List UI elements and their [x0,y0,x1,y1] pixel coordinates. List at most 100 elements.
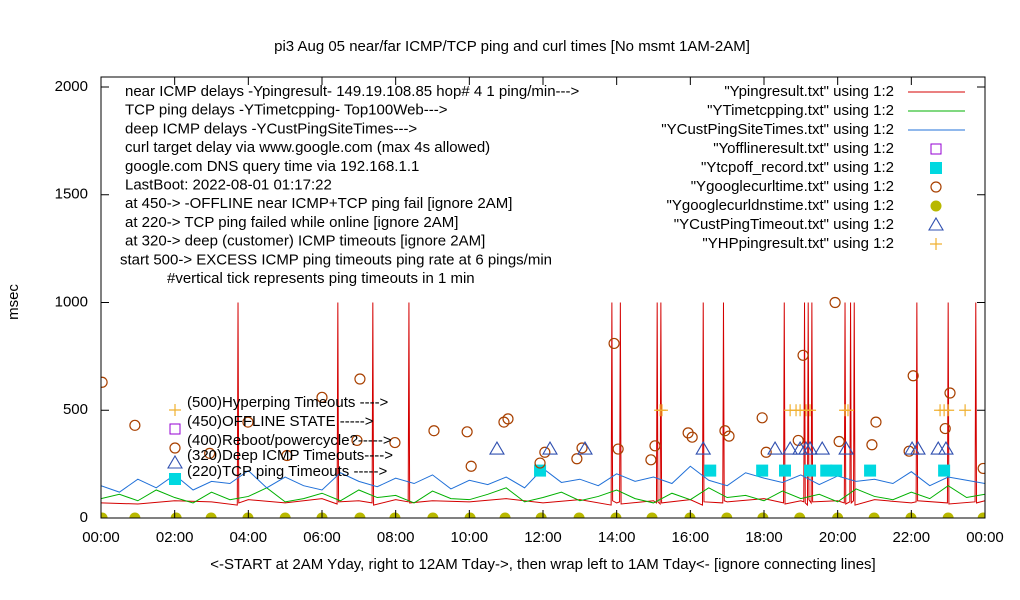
filled-circle-marker [794,512,806,518]
filled-square-marker [804,464,817,477]
circle-marker [351,434,363,447]
x-tick-label: 18:00 [745,529,783,546]
circle-marker [866,439,878,451]
y-tick-label: 0 [80,509,88,526]
circle-marker [645,454,657,466]
filled-circle-marker [977,512,985,518]
square-marker [169,423,181,435]
point-label: (450)OFFLINE STATE -----> [187,413,374,430]
filled-square-marker [778,464,791,477]
x-tick-label: 00:00 [82,529,120,546]
annotation: start 500-> EXCESS ICMP ping timeouts pi… [120,251,552,268]
plus-marker [930,238,942,250]
filled-square-marker [864,464,877,477]
legend-label: "Ygooglecurldnstime.txt" using 1:2 [667,197,894,214]
filled-circle-marker [279,512,291,518]
annotation: deep ICMP delays -YCustPingSiteTimes---> [125,120,417,137]
filled-circle-marker [464,512,476,518]
legend-label: "YCustPingTimeout.txt" using 1:2 [674,216,894,233]
annotation: google.com DNS query time via 192.168.1.… [125,158,419,175]
circle-marker [539,446,551,458]
filled-circle-marker [942,512,954,518]
x-tick-label: 10:00 [451,529,489,546]
circle-marker [833,435,845,448]
plus-marker [841,404,854,417]
circle-marker [354,373,366,385]
plus-marker [655,404,668,417]
circle-marker [797,349,809,361]
plus-marker [959,404,972,417]
circle-marker [129,419,141,431]
point-label: (220)TCP ping Timeouts -----> [187,463,387,480]
y-axis-label: msec [5,284,22,320]
circle-marker [939,422,951,435]
filled-square-marker [169,473,181,485]
triangle-marker [910,440,926,455]
y-tick-label: 2000 [55,78,88,95]
x-tick-label: 02:00 [156,529,194,546]
circle-marker [101,376,108,388]
x-tick-label: 08:00 [377,529,415,546]
circle-marker [534,457,546,469]
plus-marker [804,404,817,417]
filled-circle-marker [573,512,585,518]
triangle-marker [782,440,799,455]
y-tick-label: 1500 [55,186,88,203]
filled-circle-marker [499,512,511,518]
triangle-marker [814,440,831,455]
filled-circle-marker [354,512,366,518]
circle-marker [756,412,768,424]
filled-circle-marker [205,512,217,518]
triangle-marker [937,440,954,455]
circle-marker [723,430,735,442]
legend-label: "Yofflineresult.txt" using 1:2 [713,140,894,157]
point-label: (400)Reboot/powercycle?-----> [187,432,392,449]
x-tick-label: 04:00 [230,529,268,546]
filled-circle-marker [427,512,439,518]
triangle-marker [695,440,712,455]
annotation: near ICMP delays -Ypingresult- 149.19.10… [125,83,580,100]
filled-circle-marker [610,512,622,518]
filled-square-marker [820,464,833,477]
legend-label: "YTimetcpping.txt" using 1:2 [707,102,894,119]
circle-marker [907,370,919,382]
filled-square-marker [756,464,769,477]
circle-marker [760,446,772,458]
filled-circle-marker [101,512,108,518]
triangle-marker [802,440,818,455]
filled-circle-marker [868,512,880,518]
y-tick-label: 500 [63,401,88,418]
circle-marker [316,391,328,403]
x-tick-label: 12:00 [524,529,562,546]
legend-label: "Ygooglecurltime.txt" using 1:2 [691,178,894,195]
series-line [101,485,985,504]
triangle-marker [930,440,947,455]
circle-marker [465,460,477,472]
circle-marker [169,442,181,454]
filled-circle-marker [757,512,769,518]
circle-marker [608,337,620,350]
circle-marker [428,425,440,437]
circle-marker [281,449,293,462]
annotation: curl target delay via www.google.com (ma… [125,139,490,156]
x-tick-label: 22:00 [893,529,931,546]
y-tick-label: 1000 [55,293,88,310]
triangle-marker [489,440,505,455]
annotation: at 220-> TCP ping failed while online [i… [125,214,458,231]
plus-marker [942,404,955,417]
filled-circle-marker [389,512,401,518]
point-label: (500)Hyperping Timeouts ----> [187,394,389,411]
circle-marker [502,413,514,425]
legend-label: "Ytcpoff_record.txt" using 1:2 [701,159,894,176]
x-axis-label: <-START at 2AM Yday, right to 12AM Tday-… [210,556,875,573]
circle-marker [571,453,583,465]
circle-marker [829,296,841,309]
filled-circle-marker [721,512,733,518]
annotation: LastBoot: 2022-08-01 01:17:22 [125,176,332,193]
circle-marker [930,181,942,193]
filled-square-marker [830,464,843,477]
triangle-marker [542,440,558,455]
legend-label: "YCustPingSiteTimes.txt" using 1:2 [661,121,894,138]
filled-circle-marker [170,512,182,518]
